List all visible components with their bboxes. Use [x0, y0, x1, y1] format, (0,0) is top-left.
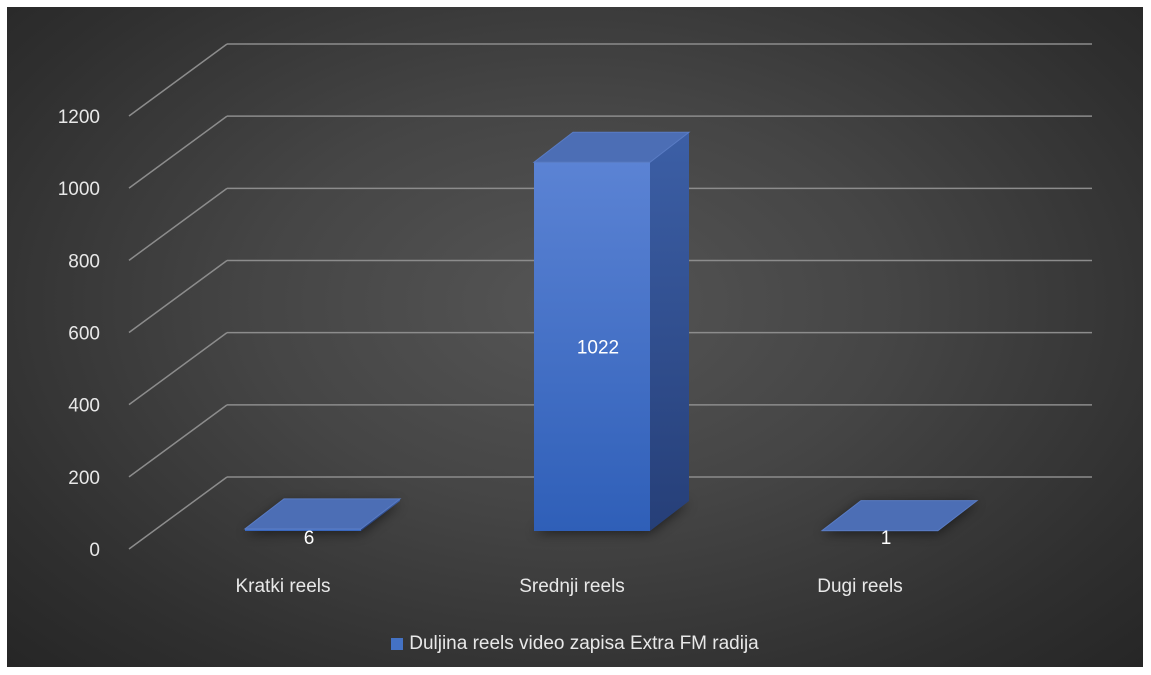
y-tick-label: 600	[68, 324, 100, 345]
x-category-label: Kratki reels	[235, 576, 330, 597]
gridline-diagonal	[128, 404, 228, 478]
data-label: 6	[304, 528, 315, 549]
bar: 1	[820, 500, 979, 549]
bar-top	[532, 131, 691, 163]
data-label: 1022	[577, 338, 619, 359]
gridline-diagonal	[128, 259, 228, 334]
legend-swatch	[391, 638, 404, 650]
bar-front	[534, 162, 650, 531]
gridline-diagonal	[128, 187, 228, 261]
x-category-label: Srednji reels	[519, 576, 625, 597]
gridline-diagonal	[128, 332, 228, 406]
y-tick-label: 200	[68, 468, 100, 489]
chart-area: 0 200 400 600 800 1000 1200 6 1022 1 Kratki reel…	[7, 7, 1143, 667]
y-tick-label: 1000	[58, 179, 100, 200]
gridline-diagonal	[128, 115, 228, 189]
gridline-diagonal	[128, 43, 228, 117]
bar-side	[650, 132, 689, 531]
bar: 1022	[532, 131, 691, 533]
bar-chart-3d: 0 200 400 600 800 1000 1200 6 1022 1 Kratki reel…	[58, 43, 1092, 597]
y-tick-label: 800	[68, 251, 100, 272]
gridline-diagonal	[128, 476, 228, 550]
legend-label: Duljina reels video zapisa Extra FM radi…	[409, 633, 759, 654]
y-tick-label: 1200	[58, 107, 100, 128]
bar-top	[243, 498, 402, 530]
y-tick-label: 400	[68, 396, 100, 417]
bar-top	[820, 500, 979, 532]
legend: Duljina reels video zapisa Extra FM radi…	[7, 633, 1143, 655]
data-label: 1	[881, 528, 892, 549]
bar-front	[245, 528, 361, 531]
y-tick-label: 0	[89, 540, 100, 561]
bar: 6	[243, 498, 402, 549]
x-category-label: Dugi reels	[817, 576, 903, 597]
